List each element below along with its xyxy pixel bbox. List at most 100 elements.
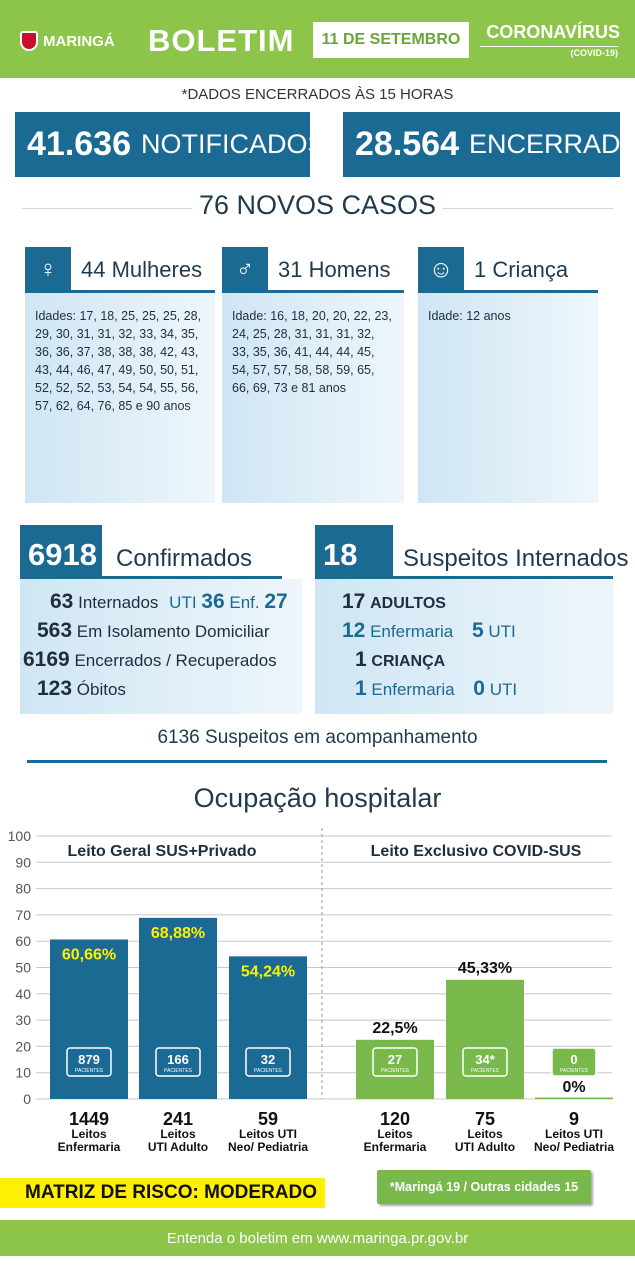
recuperados-label: Encerrados / Recuperados [74, 651, 277, 670]
mulheres-ages: Idades: 17, 18, 25, 25, 25, 28, 29, 30, … [25, 293, 215, 503]
crianca-label: CRIANÇA [371, 653, 446, 670]
adultos-enf-label: Enfermaria [370, 622, 454, 641]
pacientes-label: PACIENTES [381, 1068, 410, 1074]
confirmados-label: Confirmados [116, 545, 253, 572]
category-label-line2: UTI Adulto [148, 1140, 208, 1154]
isolamento-value: 563 [37, 619, 73, 642]
chart-group-title: Leito Exclusivo COVID-SUS [371, 843, 582, 860]
mulheres-underline [25, 290, 215, 293]
recuperados-row: 6169 Encerrados / Recuperados [23, 648, 277, 672]
maringa-note: *Maringá 19 / Outras cidades 15 [377, 1170, 591, 1204]
isolamento-label: Em Isolamento Domiciliar [76, 622, 270, 641]
page-title: BOLETIM [148, 23, 295, 58]
crianca-row: 1 CRIANÇA [355, 648, 445, 672]
bar [535, 1097, 613, 1099]
pacientes-badge [155, 1047, 201, 1077]
encerrados-value: 28.564 [355, 125, 459, 163]
pacientes-value: 879 [78, 1052, 100, 1067]
pacientes-badge [551, 1047, 597, 1077]
man-icon: ♂ [222, 247, 268, 293]
baby-icon: ☺ [418, 247, 464, 293]
bar-value-label: 0% [562, 1079, 585, 1096]
pacientes-value: 34* [475, 1052, 495, 1067]
homens-underline [222, 290, 404, 293]
notificados-value: 41.636 [27, 125, 131, 163]
category-label-line2: Neo/ Pediatria [534, 1140, 614, 1154]
crianca-ages: Idade: 12 anos [418, 293, 598, 503]
acompanhamento-text: 6136 Suspeitos em acompanhamento [157, 727, 478, 748]
pacientes-badge [245, 1047, 291, 1077]
bar [446, 979, 524, 1099]
obitos-label: Óbitos [76, 680, 126, 699]
adultos-row: 17 ADULTOS [342, 590, 446, 614]
crianca-detail-row: 1 Enfermaria 0 UTI [355, 677, 517, 701]
leitos-count: 75 [475, 1109, 495, 1129]
crianca-value: 1 [355, 648, 367, 671]
internados-row: 63 Internados UTI 36 Enf. 27 [50, 590, 288, 614]
campaign-title: CORONAVÍRUS [486, 22, 620, 42]
crianca-enf-value: 1 [355, 677, 367, 700]
pacientes-label: PACIENTES [254, 1068, 283, 1074]
enf-label: Enf. [229, 593, 260, 612]
woman-icon: ♀ [25, 247, 71, 293]
category-label-line2: Enfermaria [58, 1140, 121, 1154]
adultos-enf-value: 12 [342, 619, 366, 642]
chart-group-title: Leito Geral SUS+Privado [68, 843, 257, 860]
pacientes-value: 32 [261, 1052, 275, 1067]
adultos-uti-value: 5 [471, 619, 484, 642]
mulheres-header: ♀ 44 Mulheres [25, 247, 215, 293]
bar-value-label: 60,66% [62, 946, 116, 963]
mulheres-title: 44 Mulheres [81, 257, 203, 282]
suspeitos-label: Suspeitos Internados [403, 545, 629, 572]
y-tick-label: 20 [15, 1038, 31, 1054]
risk-matrix-banner: MATRIZ DE RISCO: MODERADO [0, 1178, 325, 1208]
obitos-row: 123 Óbitos [37, 677, 126, 701]
homens-header: ♂ 31 Homens [222, 247, 404, 293]
pacientes-label: PACIENTES [471, 1068, 500, 1074]
category-label-line1: Leitos UTI [545, 1127, 603, 1141]
shield-icon [20, 31, 38, 51]
bar-value-label: 45,33% [458, 960, 512, 977]
crianca-title: 1 Criança [474, 257, 569, 282]
y-tick-label: 0 [23, 1091, 31, 1107]
suspeitos-panel [315, 579, 613, 714]
category-label-line1: Leitos [377, 1127, 413, 1141]
y-tick-label: 30 [15, 1012, 31, 1028]
leitos-count: 9 [569, 1109, 579, 1129]
pacientes-label: PACIENTES [75, 1068, 104, 1074]
novos-casos-heading: 76 NOVOS CASOS [198, 190, 437, 220]
obitos-value: 123 [37, 677, 73, 700]
category-label-line1: Leitos [160, 1127, 196, 1141]
crianca-enf-label: Enfermaria [371, 680, 455, 699]
footer-bar: Entenda o boletim em www.maringa.pr.gov.… [0, 1220, 635, 1256]
y-tick-label: 10 [15, 1065, 31, 1081]
divider-left [22, 208, 192, 209]
section-divider [27, 760, 607, 763]
pacientes-badge [462, 1047, 508, 1077]
pacientes-badge [66, 1047, 112, 1077]
y-tick-label: 60 [15, 933, 31, 949]
y-tick-label: 100 [8, 828, 32, 844]
crianca-header: ☺ 1 Criança [418, 247, 598, 293]
divider-right [443, 208, 613, 209]
adultos-value: 17 [342, 590, 366, 613]
isolamento-row: 563 Em Isolamento Domiciliar [37, 619, 270, 643]
category-label-line1: Leitos [467, 1127, 503, 1141]
category-label-line1: Leitos UTI [239, 1127, 297, 1141]
leitos-count: 59 [258, 1109, 278, 1129]
category-label-line1: Leitos [71, 1127, 107, 1141]
pacientes-badge [372, 1047, 418, 1077]
data-note: *DADOS ENCERRADOS ÀS 15 HORAS [181, 86, 454, 103]
uti-value: 36 [201, 590, 225, 613]
confirmados-panel [20, 579, 302, 714]
adultos-detail-row: 12 Enfermaria 5 UTI [342, 619, 516, 643]
suspeitos-value: 18 [315, 525, 393, 585]
uti-label: UTI [169, 593, 197, 612]
crianca-uti-label: UTI [489, 680, 518, 699]
confirmados-value: 6918 [20, 525, 102, 585]
campaign-subtitle: (COVID-19) [480, 46, 618, 58]
leitos-count: 120 [380, 1109, 410, 1129]
confirmados-underline [20, 576, 282, 579]
pacientes-label: PACIENTES [164, 1068, 193, 1074]
